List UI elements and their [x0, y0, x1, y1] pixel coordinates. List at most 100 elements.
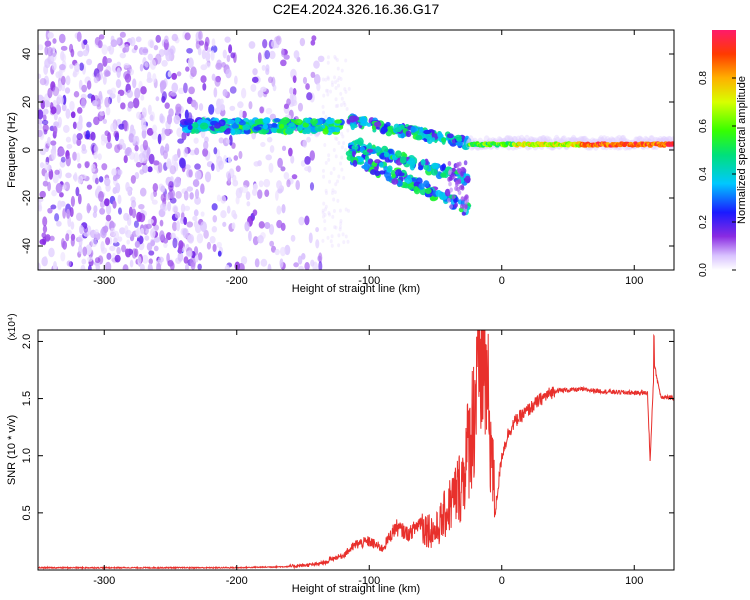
heatmap-cell	[56, 94, 63, 103]
heatmap-cell	[374, 159, 381, 164]
heatmap-cell	[264, 189, 270, 198]
heatmap-cell	[95, 263, 101, 270]
heatmap-cell	[283, 54, 290, 60]
heatmap-cell	[155, 34, 162, 43]
heatmap-cell	[231, 222, 236, 230]
snr-y-label: SNR (10 * v/v)	[6, 415, 18, 485]
heatmap-cell	[248, 230, 252, 242]
spectrogram-y-tick-label: 40	[21, 48, 33, 60]
heatmap-cell	[60, 156, 66, 163]
heatmap-cell	[322, 93, 326, 98]
heatmap-cell	[82, 49, 89, 57]
heatmap-cell	[153, 45, 159, 51]
heatmap-cell	[214, 106, 221, 115]
heatmap-cell	[266, 136, 273, 143]
heatmap-cell	[66, 143, 73, 150]
heatmap-cell	[127, 101, 134, 109]
heatmap-cell	[295, 179, 300, 191]
heatmap-cell	[147, 166, 153, 173]
heatmap-cell	[65, 108, 71, 119]
heatmap-cell	[152, 124, 158, 133]
snr-x-ticks: -300 -200 -100 0 100	[93, 330, 643, 587]
heatmap-cell	[122, 143, 127, 151]
heatmap-cell	[69, 100, 75, 112]
spectrogram-y-tick-label: -20	[21, 190, 33, 206]
heatmap-cell	[268, 162, 274, 173]
heatmap-cell	[94, 229, 99, 235]
heatmap-cell	[309, 150, 315, 161]
heatmap-cell	[184, 164, 191, 170]
heatmap-cell	[350, 123, 356, 131]
heatmap-cell	[135, 36, 142, 43]
heatmap-cell	[120, 102, 126, 110]
heatmap-cell	[191, 121, 199, 129]
heatmap-cell	[323, 142, 327, 147]
heatmap-cell	[164, 102, 170, 109]
heatmap-cell	[39, 190, 46, 199]
heatmap-cell	[129, 36, 136, 47]
heatmap-cell	[159, 230, 165, 241]
heatmap-cell	[321, 77, 325, 82]
heatmap-cell	[109, 245, 116, 252]
heatmap-cell	[216, 241, 222, 249]
heatmap-cell	[339, 103, 343, 108]
heatmap-cell	[128, 206, 133, 217]
heatmap-cell	[279, 258, 284, 268]
heatmap-cell	[69, 206, 74, 218]
heatmap-cell	[183, 82, 188, 94]
heatmap-cell	[163, 237, 169, 244]
heatmap-cell	[80, 174, 87, 180]
heatmap-cell	[41, 119, 49, 125]
heatmap-cell	[175, 103, 182, 113]
heatmap-cell	[225, 171, 231, 179]
heatmap-cell	[246, 201, 251, 207]
spectrogram-x-tick-label: 100	[625, 275, 643, 287]
heatmap-cell	[117, 236, 123, 242]
heatmap-cell	[330, 82, 334, 87]
heatmap-cell	[294, 118, 303, 126]
heatmap-cell	[140, 227, 145, 235]
heatmap-cell	[447, 176, 451, 182]
heatmap-cell	[111, 168, 117, 177]
heatmap-cell	[46, 136, 51, 147]
heatmap-cell	[93, 152, 98, 160]
heatmap-cell	[132, 97, 140, 109]
heatmap-cell	[356, 137, 364, 146]
heatmap-cell	[192, 215, 198, 221]
heatmap-cell	[210, 50, 215, 61]
heatmap-cell	[119, 31, 126, 38]
heatmap-cell	[82, 246, 88, 257]
heatmap-cell	[44, 99, 49, 108]
heatmap-cell	[306, 136, 311, 143]
heatmap-cell	[44, 40, 52, 47]
heatmap-cell	[345, 107, 349, 112]
heatmap-cell	[324, 77, 328, 82]
heatmap-cell	[251, 131, 257, 140]
heatmap-cell	[178, 87, 185, 95]
heatmap-cell	[458, 161, 462, 167]
heatmap-cell	[111, 252, 117, 264]
heatmap-cell	[302, 122, 309, 128]
heatmap-cell	[189, 256, 197, 268]
heatmap-cell	[451, 167, 456, 173]
heatmap-cell	[119, 227, 126, 235]
heatmap-cell	[194, 147, 200, 156]
heatmap-cell	[70, 233, 76, 241]
heatmap-cell	[197, 252, 203, 261]
heatmap-cell	[183, 205, 191, 211]
heatmap-cell	[260, 86, 267, 92]
heatmap-cell	[336, 78, 340, 83]
heatmap-cell	[454, 134, 462, 141]
heatmap-cell	[273, 117, 281, 123]
heatmap-cell	[123, 63, 130, 69]
heatmap-cell	[291, 94, 297, 105]
heatmap-cell	[104, 198, 110, 207]
heatmap-cell	[242, 124, 251, 131]
heatmap-cell	[322, 128, 329, 135]
heatmap-cell	[97, 153, 102, 161]
heatmap-cell	[122, 264, 129, 270]
heatmap-cell	[147, 39, 155, 48]
heatmap-cell	[166, 158, 172, 170]
heatmap-cell	[343, 103, 347, 108]
colorbar: 0.0 0.2 0.4 0.6 0.8 Normalized spectral ampl…	[698, 30, 748, 277]
